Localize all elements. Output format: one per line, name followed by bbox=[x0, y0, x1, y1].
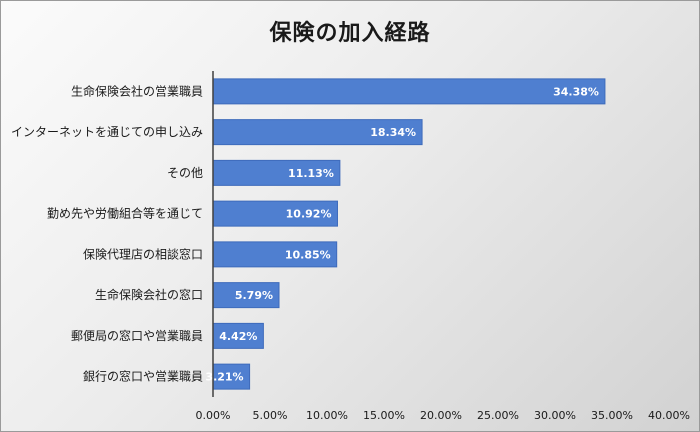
bar bbox=[212, 282, 280, 309]
x-tick-label: 20.00% bbox=[420, 409, 462, 422]
category-label: 勤め先や労働組合等を通じて bbox=[47, 206, 203, 221]
value-label: 18.34% bbox=[370, 126, 416, 139]
category-label: 生命保険会社の営業職員 bbox=[71, 83, 203, 98]
bar bbox=[212, 322, 264, 349]
value-label: 4.42% bbox=[219, 330, 257, 343]
category-label: 生命保険会社の窓口 bbox=[95, 287, 203, 302]
chart-title: 保険の加入経路 bbox=[269, 21, 431, 46]
category-label: 郵便局の窓口や営業職員 bbox=[71, 328, 203, 343]
x-tick-label: 40.00% bbox=[648, 409, 690, 422]
x-tick-label: 10.00% bbox=[306, 409, 348, 422]
x-tick-label: 15.00% bbox=[363, 409, 405, 422]
bar bbox=[212, 241, 338, 268]
value-label: 5.79% bbox=[235, 289, 273, 302]
value-label: 10.85% bbox=[285, 248, 331, 261]
bar bbox=[212, 78, 606, 105]
value-label: 10.92% bbox=[286, 208, 332, 221]
value-label: 3.21% bbox=[205, 371, 243, 384]
value-label: 34.38% bbox=[553, 85, 599, 98]
value-label: 11.13% bbox=[288, 167, 334, 180]
x-tick-label: 5.00% bbox=[253, 409, 288, 422]
category-label: インターネットを通じての申し込み bbox=[11, 125, 203, 139]
x-tick-label: 35.00% bbox=[591, 409, 633, 422]
x-tick-label: 0.00% bbox=[196, 409, 231, 422]
x-tick-label: 25.00% bbox=[477, 409, 519, 422]
category-label: その他 bbox=[167, 166, 203, 180]
bar bbox=[212, 200, 338, 227]
x-tick-label: 30.00% bbox=[534, 409, 576, 422]
bar bbox=[212, 363, 251, 390]
category-label: 保険代理店の相談窓口 bbox=[83, 246, 203, 261]
bar bbox=[212, 119, 423, 146]
bar bbox=[212, 159, 341, 186]
category-label: 銀行の窓口や営業職員 bbox=[83, 369, 203, 384]
